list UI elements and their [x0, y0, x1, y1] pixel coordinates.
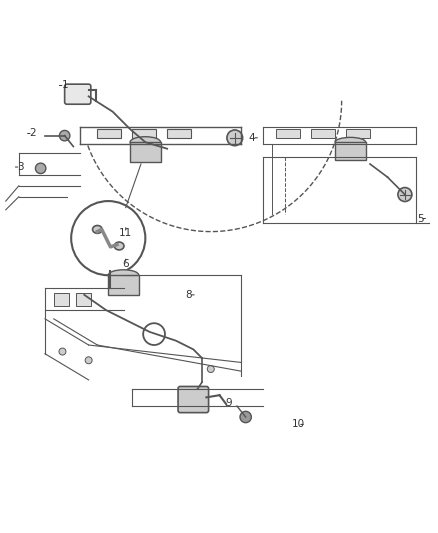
Bar	[53, 293, 69, 306]
Circle shape	[59, 348, 66, 355]
Circle shape	[35, 163, 46, 174]
Ellipse shape	[114, 242, 124, 250]
Ellipse shape	[334, 138, 365, 147]
Ellipse shape	[92, 225, 102, 233]
Text: 9: 9	[224, 398, 231, 408]
Text: 3: 3	[15, 162, 24, 172]
Text: 2: 2	[28, 128, 36, 139]
Circle shape	[397, 188, 411, 201]
Bar	[311, 129, 334, 138]
Ellipse shape	[108, 270, 138, 281]
Circle shape	[226, 130, 242, 146]
Circle shape	[85, 357, 92, 364]
Text: 6: 6	[122, 259, 129, 269]
Text: 10: 10	[291, 419, 304, 430]
Text: 8: 8	[185, 290, 194, 300]
Ellipse shape	[130, 137, 160, 148]
Bar	[130, 142, 160, 162]
Text: 11: 11	[119, 228, 132, 238]
Bar	[108, 275, 138, 295]
Bar	[97, 129, 121, 138]
Circle shape	[207, 366, 214, 373]
FancyBboxPatch shape	[64, 84, 91, 104]
FancyBboxPatch shape	[178, 386, 208, 413]
Circle shape	[240, 411, 251, 423]
Bar	[334, 142, 365, 159]
Bar	[132, 129, 156, 138]
Text: 1: 1	[59, 80, 68, 91]
Circle shape	[59, 131, 70, 141]
Bar	[75, 293, 91, 306]
Text: 4: 4	[248, 133, 257, 143]
Circle shape	[71, 201, 145, 275]
Bar	[167, 129, 191, 138]
Bar	[345, 129, 369, 138]
Text: 5: 5	[416, 214, 424, 223]
Bar	[276, 129, 300, 138]
